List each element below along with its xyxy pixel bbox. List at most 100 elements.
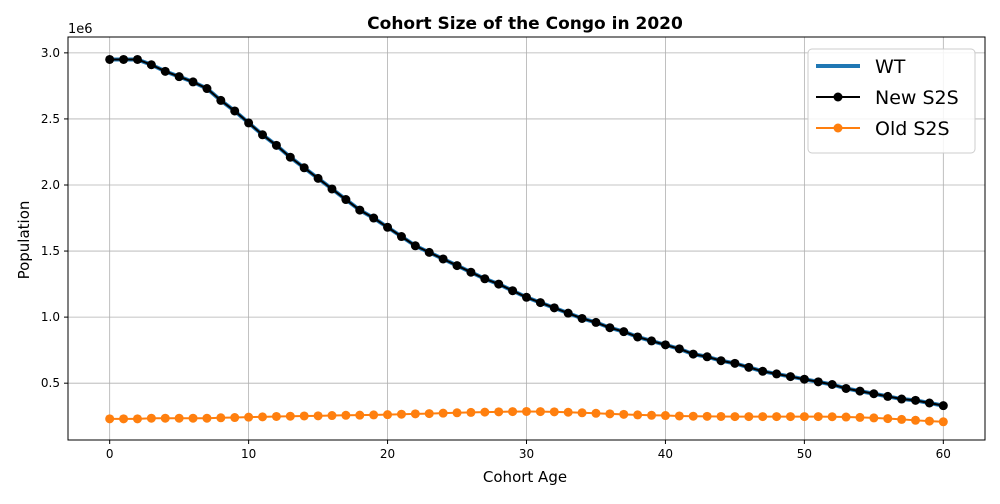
data-point (522, 292, 531, 302)
data-point (605, 409, 615, 419)
data-point (758, 366, 768, 376)
data-point (299, 163, 309, 173)
data-point (396, 409, 406, 419)
y-tick-label: 3.0 (41, 46, 60, 60)
legend-label: Old S2S (875, 118, 950, 140)
legend: WT New S2S Old S2S (807, 48, 976, 154)
data-point (160, 413, 170, 423)
data-point (230, 413, 240, 423)
data-point (772, 369, 782, 379)
data-point (355, 410, 365, 420)
data-point (813, 412, 823, 422)
data-point (855, 412, 865, 422)
data-point (174, 413, 184, 423)
data-point (549, 407, 559, 417)
data-point (341, 410, 351, 420)
data-point (938, 417, 948, 427)
data-point (160, 66, 170, 76)
y-tick-label: 1.0 (41, 310, 60, 324)
data-point (146, 413, 156, 423)
legend-item: WT (816, 56, 906, 78)
data-point (911, 395, 921, 405)
data-point (494, 279, 504, 289)
data-point (271, 411, 281, 421)
x-tick-label: 30 (519, 447, 534, 461)
legend-swatch-marker (833, 123, 843, 133)
data-point (438, 254, 448, 264)
y-tick-label: 2.0 (41, 178, 60, 192)
data-point (758, 412, 768, 422)
data-point (369, 213, 379, 223)
data-point (188, 413, 198, 423)
data-point (674, 344, 684, 354)
data-point (202, 413, 212, 423)
data-point (772, 412, 782, 422)
data-point (605, 323, 615, 333)
data-point (799, 374, 809, 384)
data-point (424, 409, 434, 419)
data-point (883, 414, 893, 424)
data-point (563, 407, 573, 417)
data-point (535, 298, 545, 308)
data-point (660, 411, 670, 421)
data-point (341, 195, 351, 205)
legend-label: WT (875, 56, 906, 78)
data-point (410, 409, 420, 419)
data-point (841, 412, 851, 422)
data-point (855, 386, 865, 396)
data-point (285, 411, 295, 421)
data-point (535, 407, 545, 417)
data-point (396, 232, 406, 242)
data-point (785, 412, 795, 422)
data-point (258, 130, 268, 140)
data-point (897, 414, 907, 424)
x-tick-label: 60 (936, 447, 951, 461)
data-point (174, 72, 184, 82)
data-point (730, 358, 740, 368)
data-point (119, 414, 129, 424)
x-tick-label: 20 (380, 447, 395, 461)
x-tick-label: 50 (797, 447, 812, 461)
data-point (716, 411, 726, 421)
data-point (299, 411, 309, 421)
data-point (105, 414, 115, 424)
data-point (355, 205, 365, 215)
legend-label: New S2S (875, 87, 959, 109)
data-point (716, 356, 726, 366)
data-point (688, 349, 698, 359)
data-point (647, 336, 657, 346)
data-point (827, 380, 837, 390)
y-offset-label: 1e6 (68, 22, 93, 37)
data-point (619, 409, 629, 419)
data-point (244, 118, 254, 128)
data-point (577, 408, 587, 418)
y-axis: 0.5 1.0 1.5 2.0 2.5 3.0 (41, 46, 68, 390)
y-tick-label: 2.5 (41, 112, 60, 126)
data-point (633, 332, 643, 342)
grid-layer (68, 37, 985, 440)
data-point (244, 412, 254, 422)
data-point (105, 54, 115, 64)
data-point (549, 303, 559, 313)
data-point (285, 152, 295, 162)
data-point (813, 377, 823, 387)
data-point (466, 407, 476, 417)
data-point (688, 411, 698, 421)
y-axis-label: Population (15, 201, 33, 280)
data-point (383, 222, 393, 232)
data-point (452, 261, 462, 271)
data-point (452, 408, 462, 418)
data-point (258, 412, 268, 422)
data-point (577, 313, 587, 323)
data-point (369, 410, 379, 420)
data-point (188, 77, 198, 87)
data-point (216, 95, 226, 105)
legend-item: New S2S (816, 87, 959, 109)
data-point (702, 411, 712, 421)
data-point (911, 415, 921, 425)
data-point (799, 412, 809, 422)
data-point (271, 140, 281, 150)
data-point (480, 274, 490, 284)
